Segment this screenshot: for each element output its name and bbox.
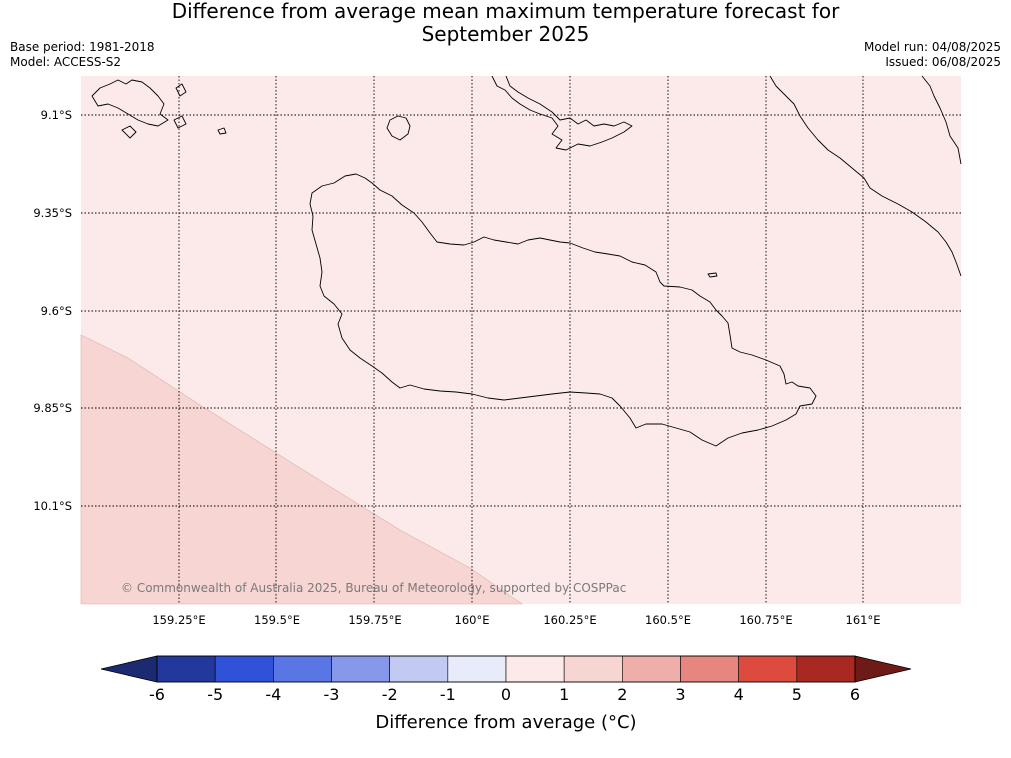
coastline-florida-islands: [491, 75, 633, 151]
coastline-islet-east: [707, 272, 718, 278]
coastlines: [91, 75, 962, 447]
title-line-1: Difference from average mean maximum tem…: [171, 0, 840, 23]
colorbar-segment: [389, 655, 449, 683]
lat-label-4: 9.85°S: [33, 401, 72, 415]
lon-label-6: 160.5°E: [645, 613, 691, 627]
colorbar-segment: [331, 655, 390, 683]
lon-label-3: 159.75°E: [348, 613, 401, 627]
lat-label-3: 9.6°S: [41, 304, 72, 318]
colorbar-segment: [738, 655, 798, 683]
colorbar-segment: [273, 655, 332, 683]
colorbar-segment: [622, 655, 681, 683]
colorbar-tick-label: -6: [149, 685, 165, 704]
lon-label-5: 160.25°E: [543, 613, 596, 627]
longitude-labels: 159.25°E 159.5°E 159.75°E 160°E 160.25°E…: [152, 613, 880, 627]
colorbar-tick-label: -4: [265, 685, 281, 704]
lon-label-7: 160.75°E: [739, 613, 792, 627]
coastline-russell-islet-3: [175, 83, 187, 97]
model-run: Model run: 04/08/2025: [863, 40, 1001, 54]
title-line-2: September 2025: [421, 22, 590, 46]
lon-label-1: 159.25°E: [152, 613, 205, 627]
colorbar-segment: [563, 655, 623, 683]
colorbar-segment: [214, 655, 274, 683]
model-name: Model: ACCESS-S2: [10, 55, 122, 69]
lon-label-2: 159.5°E: [254, 613, 300, 627]
lon-label-4: 160°E: [455, 613, 490, 627]
meta-right: Model run: 04/08/2025 Issued: 06/08/2025: [864, 40, 1001, 70]
colorbar-tick-label: 2: [617, 685, 627, 704]
copyright-credit: © Commonwealth of Australia 2025, Bureau…: [121, 581, 626, 595]
coastline-malaita-north: [921, 75, 962, 165]
colorbar-under-arrow: [100, 655, 158, 683]
coastline-guadalcanal: [309, 173, 817, 447]
gridlines: [81, 76, 961, 604]
lat-label-1: 9.1°S: [41, 108, 72, 122]
lon-label-8: 161°E: [846, 613, 881, 627]
lat-label-2: 9.35°S: [33, 206, 72, 220]
chart-title: Difference from average mean maximum tem…: [0, 0, 1011, 46]
colorbar-tick-label: 6: [850, 685, 860, 704]
colorbar-tick-label: 4: [734, 685, 744, 704]
colorbar-tick-label: 0: [501, 685, 511, 704]
colorbar-over-arrow: [854, 655, 912, 683]
colorbar-segment: [680, 655, 739, 683]
colorbar-segment: [447, 655, 507, 683]
colorbar-tick-label: -5: [207, 685, 223, 704]
lat-label-5: 10.1°S: [33, 499, 72, 513]
colorbar-segment: [796, 655, 856, 683]
colorbar-tick-label: -1: [440, 685, 456, 704]
colorbar-segment: [156, 655, 216, 683]
colorbar-tick-label: -3: [324, 685, 340, 704]
colorbar-tick-label: 3: [675, 685, 685, 704]
coastline-russell-islet-1: [121, 125, 137, 139]
anomaly-region-1-2: [80, 334, 523, 605]
colorbar-outline: [156, 655, 856, 683]
colorbar-title: Difference from average (°C): [375, 712, 636, 733]
colorbar-tick-label: 1: [559, 685, 569, 704]
coastline-russell-islet-2: [173, 115, 187, 129]
coastline-small-island-north: [386, 115, 411, 141]
meta-left: Base period: 1981-2018 Model: ACCESS-S2: [10, 40, 155, 70]
colorbar-tick-label: -2: [382, 685, 398, 704]
colorbar: -6 -5 -4 -3 -2 -1 0 1 2 3 4 5 6 Difference from aver…: [100, 655, 912, 733]
latitude-labels: 9.1°S 9.35°S 9.6°S 9.85°S 10.1°S: [33, 108, 72, 513]
coastline-russell-islands: [91, 79, 169, 127]
base-period: Base period: 1981-2018: [10, 40, 155, 54]
colorbar-tick-label: 5: [792, 685, 802, 704]
coastline-russell-islet-4: [217, 127, 227, 135]
colorbar-segment: [505, 655, 565, 683]
coastline-malaita: [769, 75, 962, 277]
issued-date: Issued: 06/08/2025: [885, 55, 1001, 69]
